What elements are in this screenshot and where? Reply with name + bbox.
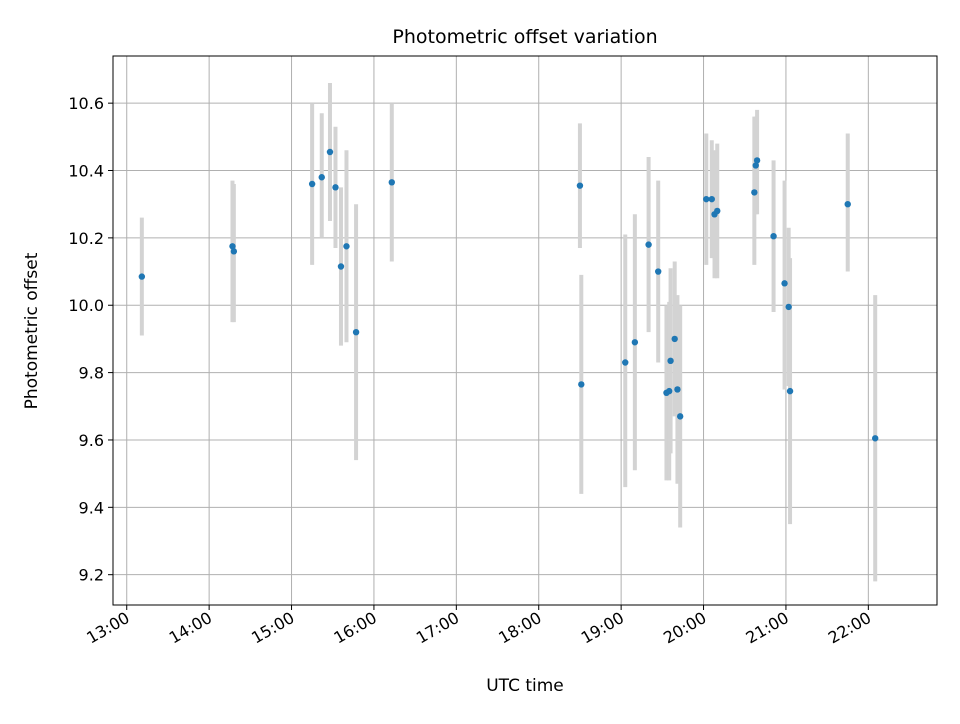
y-tick-label: 9.8 [79, 364, 104, 383]
data-point [388, 179, 395, 186]
data-point [753, 157, 761, 164]
y-tick-label: 9.2 [79, 566, 104, 585]
y-tick-label: 10.0 [68, 296, 104, 315]
grid [113, 56, 937, 605]
y-tick-label: 10.6 [68, 94, 104, 113]
data-point [229, 243, 236, 250]
data-point [326, 148, 334, 156]
data-point [703, 195, 710, 203]
y-tick-label: 10.2 [68, 229, 104, 248]
data-point [770, 232, 777, 240]
data-point [674, 386, 681, 393]
data-point [308, 180, 316, 188]
data-point [352, 328, 360, 336]
y-axis-label: Photometric offset [22, 252, 42, 409]
data-point [138, 273, 146, 280]
data-point [622, 359, 629, 366]
data-point [714, 207, 721, 215]
data-point [576, 182, 584, 189]
y-tick-label: 9.6 [79, 431, 104, 450]
chart-title: Photometric offset variation [392, 26, 657, 48]
data-point [645, 241, 652, 248]
data-point [844, 200, 851, 208]
plot-frame [112, 55, 938, 606]
x-axis-label: UTC time [486, 676, 564, 696]
y-axis: 9.2 9.4 9.6 9.8 10.0 10.2 10.4 10.6 [68, 94, 113, 585]
data-point [655, 268, 662, 275]
data-point [578, 381, 585, 388]
data-point [230, 248, 238, 255]
data-point [781, 280, 788, 287]
y-tick-label: 10.4 [68, 162, 104, 181]
data-point [751, 189, 758, 196]
data-point [752, 162, 759, 169]
data-point [318, 174, 325, 181]
data-points [138, 148, 879, 442]
data-point [786, 387, 794, 395]
data-point [708, 195, 715, 203]
data-point [343, 243, 350, 250]
data-point [667, 357, 674, 365]
data-point [631, 339, 639, 346]
data-point [332, 184, 339, 191]
data-point [337, 263, 345, 270]
data-point [671, 335, 678, 343]
data-point [666, 387, 673, 395]
data-point [676, 413, 684, 420]
data-point [872, 435, 879, 442]
y-tick-label: 9.4 [79, 498, 104, 517]
data-point [785, 303, 792, 311]
